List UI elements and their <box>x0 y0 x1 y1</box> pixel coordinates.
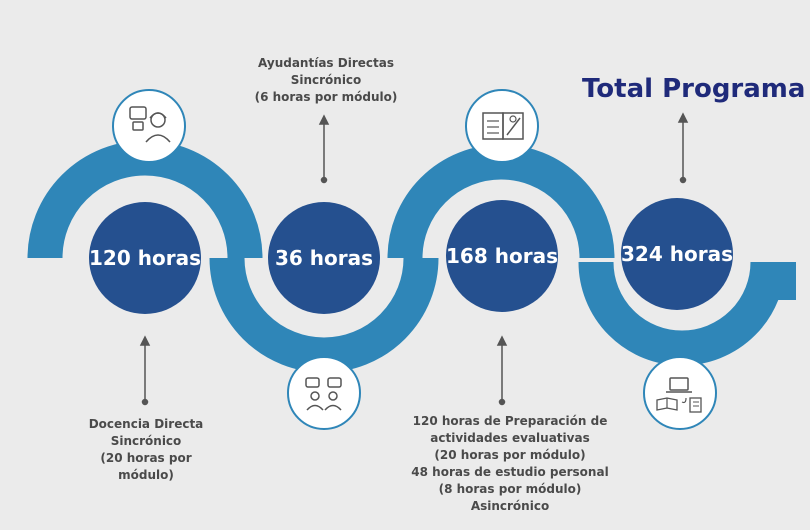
hours-label-preparacion: 168 horas <box>446 244 558 268</box>
teacher-headset-icon <box>112 89 186 163</box>
group-chat-icon <box>287 356 361 430</box>
hours-circle-4 <box>621 198 733 310</box>
note-ayudantias: Ayudantías Directas Sincrónico (6 horas … <box>246 55 406 106</box>
total-program-title: Total Programa <box>582 74 806 104</box>
wave-arc-2 <box>209 257 439 373</box>
note-preparacion-line-6: Asincrónico <box>470 499 550 513</box>
note-ayudantias-line-3: (6 horas por módulo) <box>254 90 398 104</box>
wave-arc-4 <box>578 261 786 366</box>
laptop-book-icon <box>643 356 717 430</box>
hours-label-total: 324 horas <box>621 242 733 266</box>
note-docencia-line-4: módulo) <box>118 468 174 482</box>
connector-lines <box>139 112 689 406</box>
note-ayudantias-line-2: Sincrónico <box>290 73 362 87</box>
note-preparacion-line-1: 120 horas de Preparación de <box>412 414 608 428</box>
book-document-icon <box>465 89 539 163</box>
note-preparacion-line-2: actividades evaluativas <box>430 431 590 445</box>
hours-circle-1 <box>89 202 201 314</box>
hours-circle-2 <box>268 202 380 314</box>
note-ayudantias-line-1: Ayudantías Directas <box>258 56 394 70</box>
hours-label-docencia: 120 horas <box>89 246 201 270</box>
hours-label-ayudantias: 36 horas <box>274 246 374 270</box>
wave-end-bar <box>766 262 796 300</box>
note-preparacion: 120 horas de Preparación de actividades … <box>400 413 620 515</box>
note-docencia-line-3: (20 horas por <box>100 451 192 465</box>
note-preparacion-line-5: (8 horas por módulo) <box>438 482 582 496</box>
hours-circle-3 <box>446 200 558 312</box>
note-docencia-line-1: Docencia Directa <box>88 417 204 431</box>
note-docencia-line-2: Sincrónico <box>110 434 182 448</box>
note-preparacion-line-3: (20 horas por módulo) <box>434 448 586 462</box>
note-preparacion-line-4: 48 horas de estudio personal <box>411 465 609 479</box>
note-docencia: Docencia Directa Sincrónico (20 horas po… <box>80 416 212 484</box>
